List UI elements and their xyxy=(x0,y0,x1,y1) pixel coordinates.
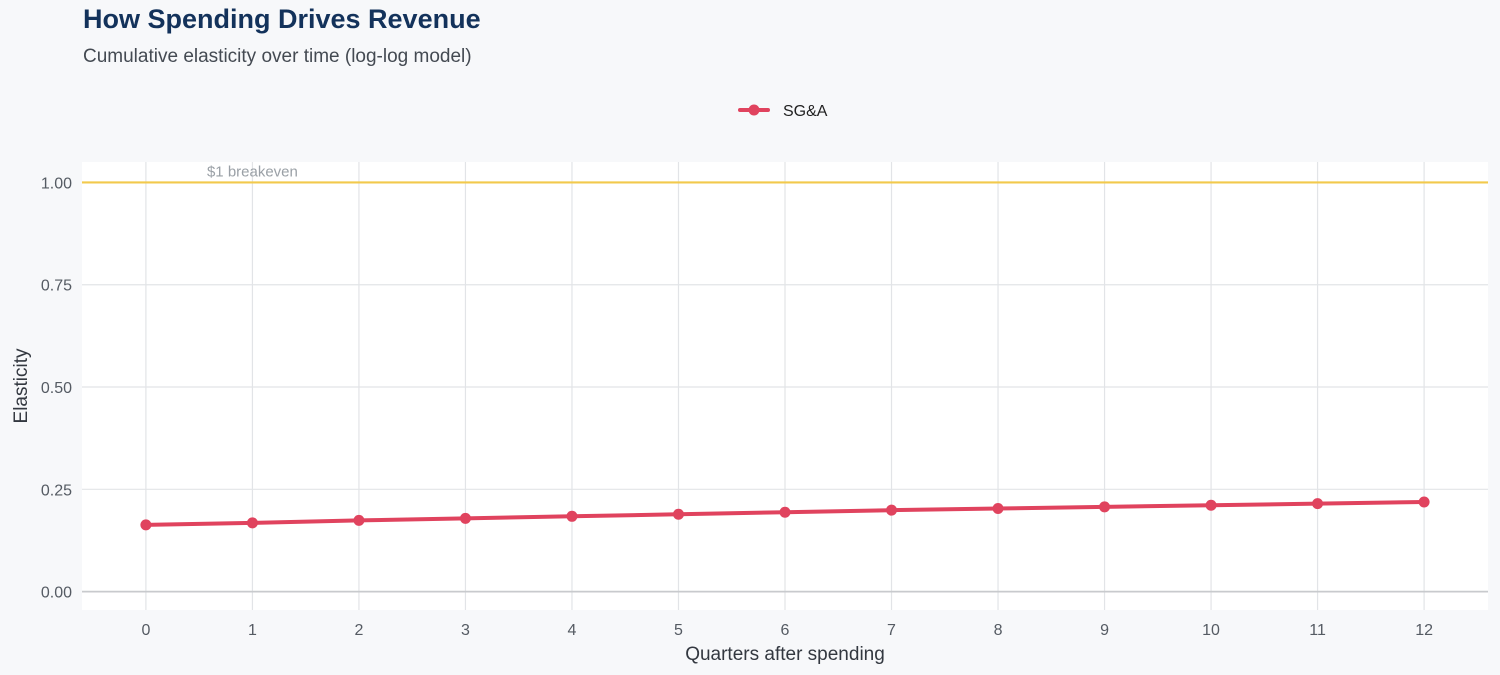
reference-layer: $1 breakeven xyxy=(82,163,1488,184)
x-tick-label: 6 xyxy=(781,622,790,639)
data-point xyxy=(1205,499,1217,511)
y-tick-label: 0.00 xyxy=(41,585,72,602)
x-tick-label: 11 xyxy=(1309,622,1326,639)
x-tick-label: 10 xyxy=(1202,622,1220,639)
y-tick-label: 0.75 xyxy=(41,278,72,295)
x-tick-label: 12 xyxy=(1415,622,1433,639)
data-point xyxy=(566,510,578,522)
breakeven-label: $1 breakeven xyxy=(207,163,298,180)
x-tick-label: 2 xyxy=(354,622,363,639)
data-point xyxy=(1312,498,1324,510)
data-point xyxy=(140,519,152,531)
data-point xyxy=(779,506,791,518)
legend-label-sga: SG&A xyxy=(783,103,828,120)
x-tick-label: 7 xyxy=(887,622,896,639)
y-tick-label: 1.00 xyxy=(41,175,72,192)
x-axis-title: Quarters after spending xyxy=(685,644,885,665)
y-tick-label: 0.25 xyxy=(41,482,72,499)
x-tick-label: 1 xyxy=(248,622,257,639)
chart-subtitle: Cumulative elasticity over time (log-log… xyxy=(83,46,472,67)
y-axis-title: Elasticity xyxy=(11,348,32,423)
data-point xyxy=(672,508,684,520)
series-layer xyxy=(140,496,1430,531)
data-point xyxy=(992,503,1004,515)
x-tick-label: 8 xyxy=(994,622,1003,639)
data-point xyxy=(246,517,258,529)
data-point xyxy=(886,504,898,516)
tick-layer: 0 1 2 3 4 5 6 7 8 9 10 11 120.000.250.500.751.00 xyxy=(41,175,1433,639)
data-point xyxy=(1099,501,1111,513)
legend-marker xyxy=(748,104,760,116)
x-tick-label: 4 xyxy=(568,622,577,639)
data-point xyxy=(353,514,365,526)
data-point xyxy=(459,512,471,524)
y-tick-label: 0.50 xyxy=(41,380,72,397)
data-point xyxy=(1418,496,1430,508)
x-tick-label: 9 xyxy=(1100,622,1109,639)
x-tick-label: 5 xyxy=(674,622,683,639)
legend: SG&A xyxy=(738,103,828,120)
x-tick-label: 0 xyxy=(141,622,150,639)
x-tick-label: 3 xyxy=(461,622,470,639)
chart-title: How Spending Drives Revenue xyxy=(83,4,481,34)
